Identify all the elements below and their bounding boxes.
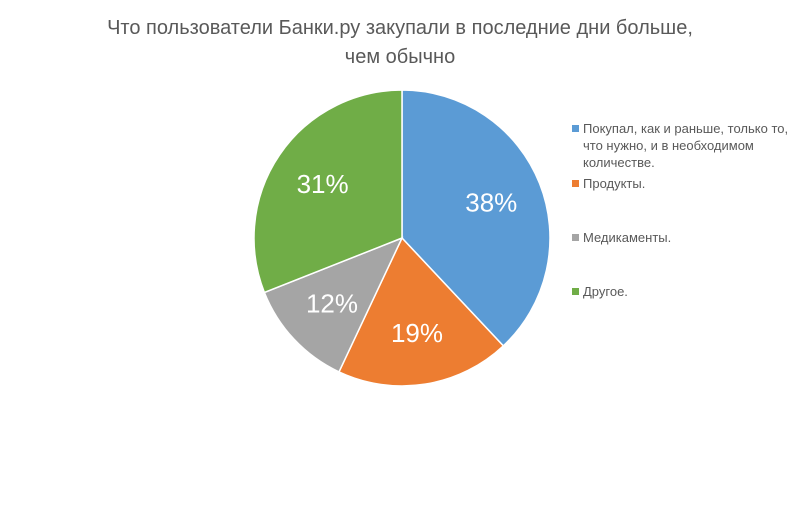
legend-item-bought-as-usual: Покупал, как и раньше, только то, что ну…	[572, 120, 798, 171]
legend-swatch-other	[572, 288, 579, 295]
slice-label-medicines: 12%	[306, 289, 358, 319]
slice-label-other: 31%	[297, 169, 349, 199]
pie-slice-other	[253, 89, 403, 294]
legend-label-medicines: Медикаменты.	[583, 230, 672, 245]
pie-slice-products	[337, 236, 505, 387]
legend-item-medicines: Медикаменты.	[572, 229, 798, 246]
chart-title-line-2: чем обычно	[344, 46, 456, 68]
slice-label-bought-as-usual: 38%	[465, 188, 517, 218]
legend-label-other: Другое.	[583, 284, 628, 299]
pie-slice-bought-as-usual	[401, 89, 551, 347]
legend-item-products: Продукты.	[572, 175, 798, 192]
chart-title-line-1: Что пользователи Банки.ру закупали в пос…	[107, 17, 693, 39]
legend-item-other: Другое.	[572, 283, 798, 300]
legend-label-line: количестве.	[583, 155, 655, 170]
legend-label-products: Продукты.	[583, 176, 646, 191]
chart-title: Что пользователи Банки.ру закупали в пос…	[40, 14, 760, 72]
slice-label-products: 19%	[391, 318, 443, 348]
legend-swatch-medicines	[572, 234, 579, 241]
pie-slices	[253, 89, 551, 387]
legend-label-line: что нужно, и в необходимом	[583, 138, 754, 153]
pie-slice-labels: 38% 19% 12% 31%	[297, 169, 518, 348]
legend-label-line: Покупал, как и раньше, только то,	[583, 121, 789, 136]
legend-swatch-products	[572, 180, 579, 187]
legend-label-bought-as-usual: Покупал, как и раньше, только то, что ну…	[583, 120, 798, 171]
pie-slice-medicines	[263, 236, 404, 373]
legend-swatch-bought-as-usual	[572, 125, 579, 132]
